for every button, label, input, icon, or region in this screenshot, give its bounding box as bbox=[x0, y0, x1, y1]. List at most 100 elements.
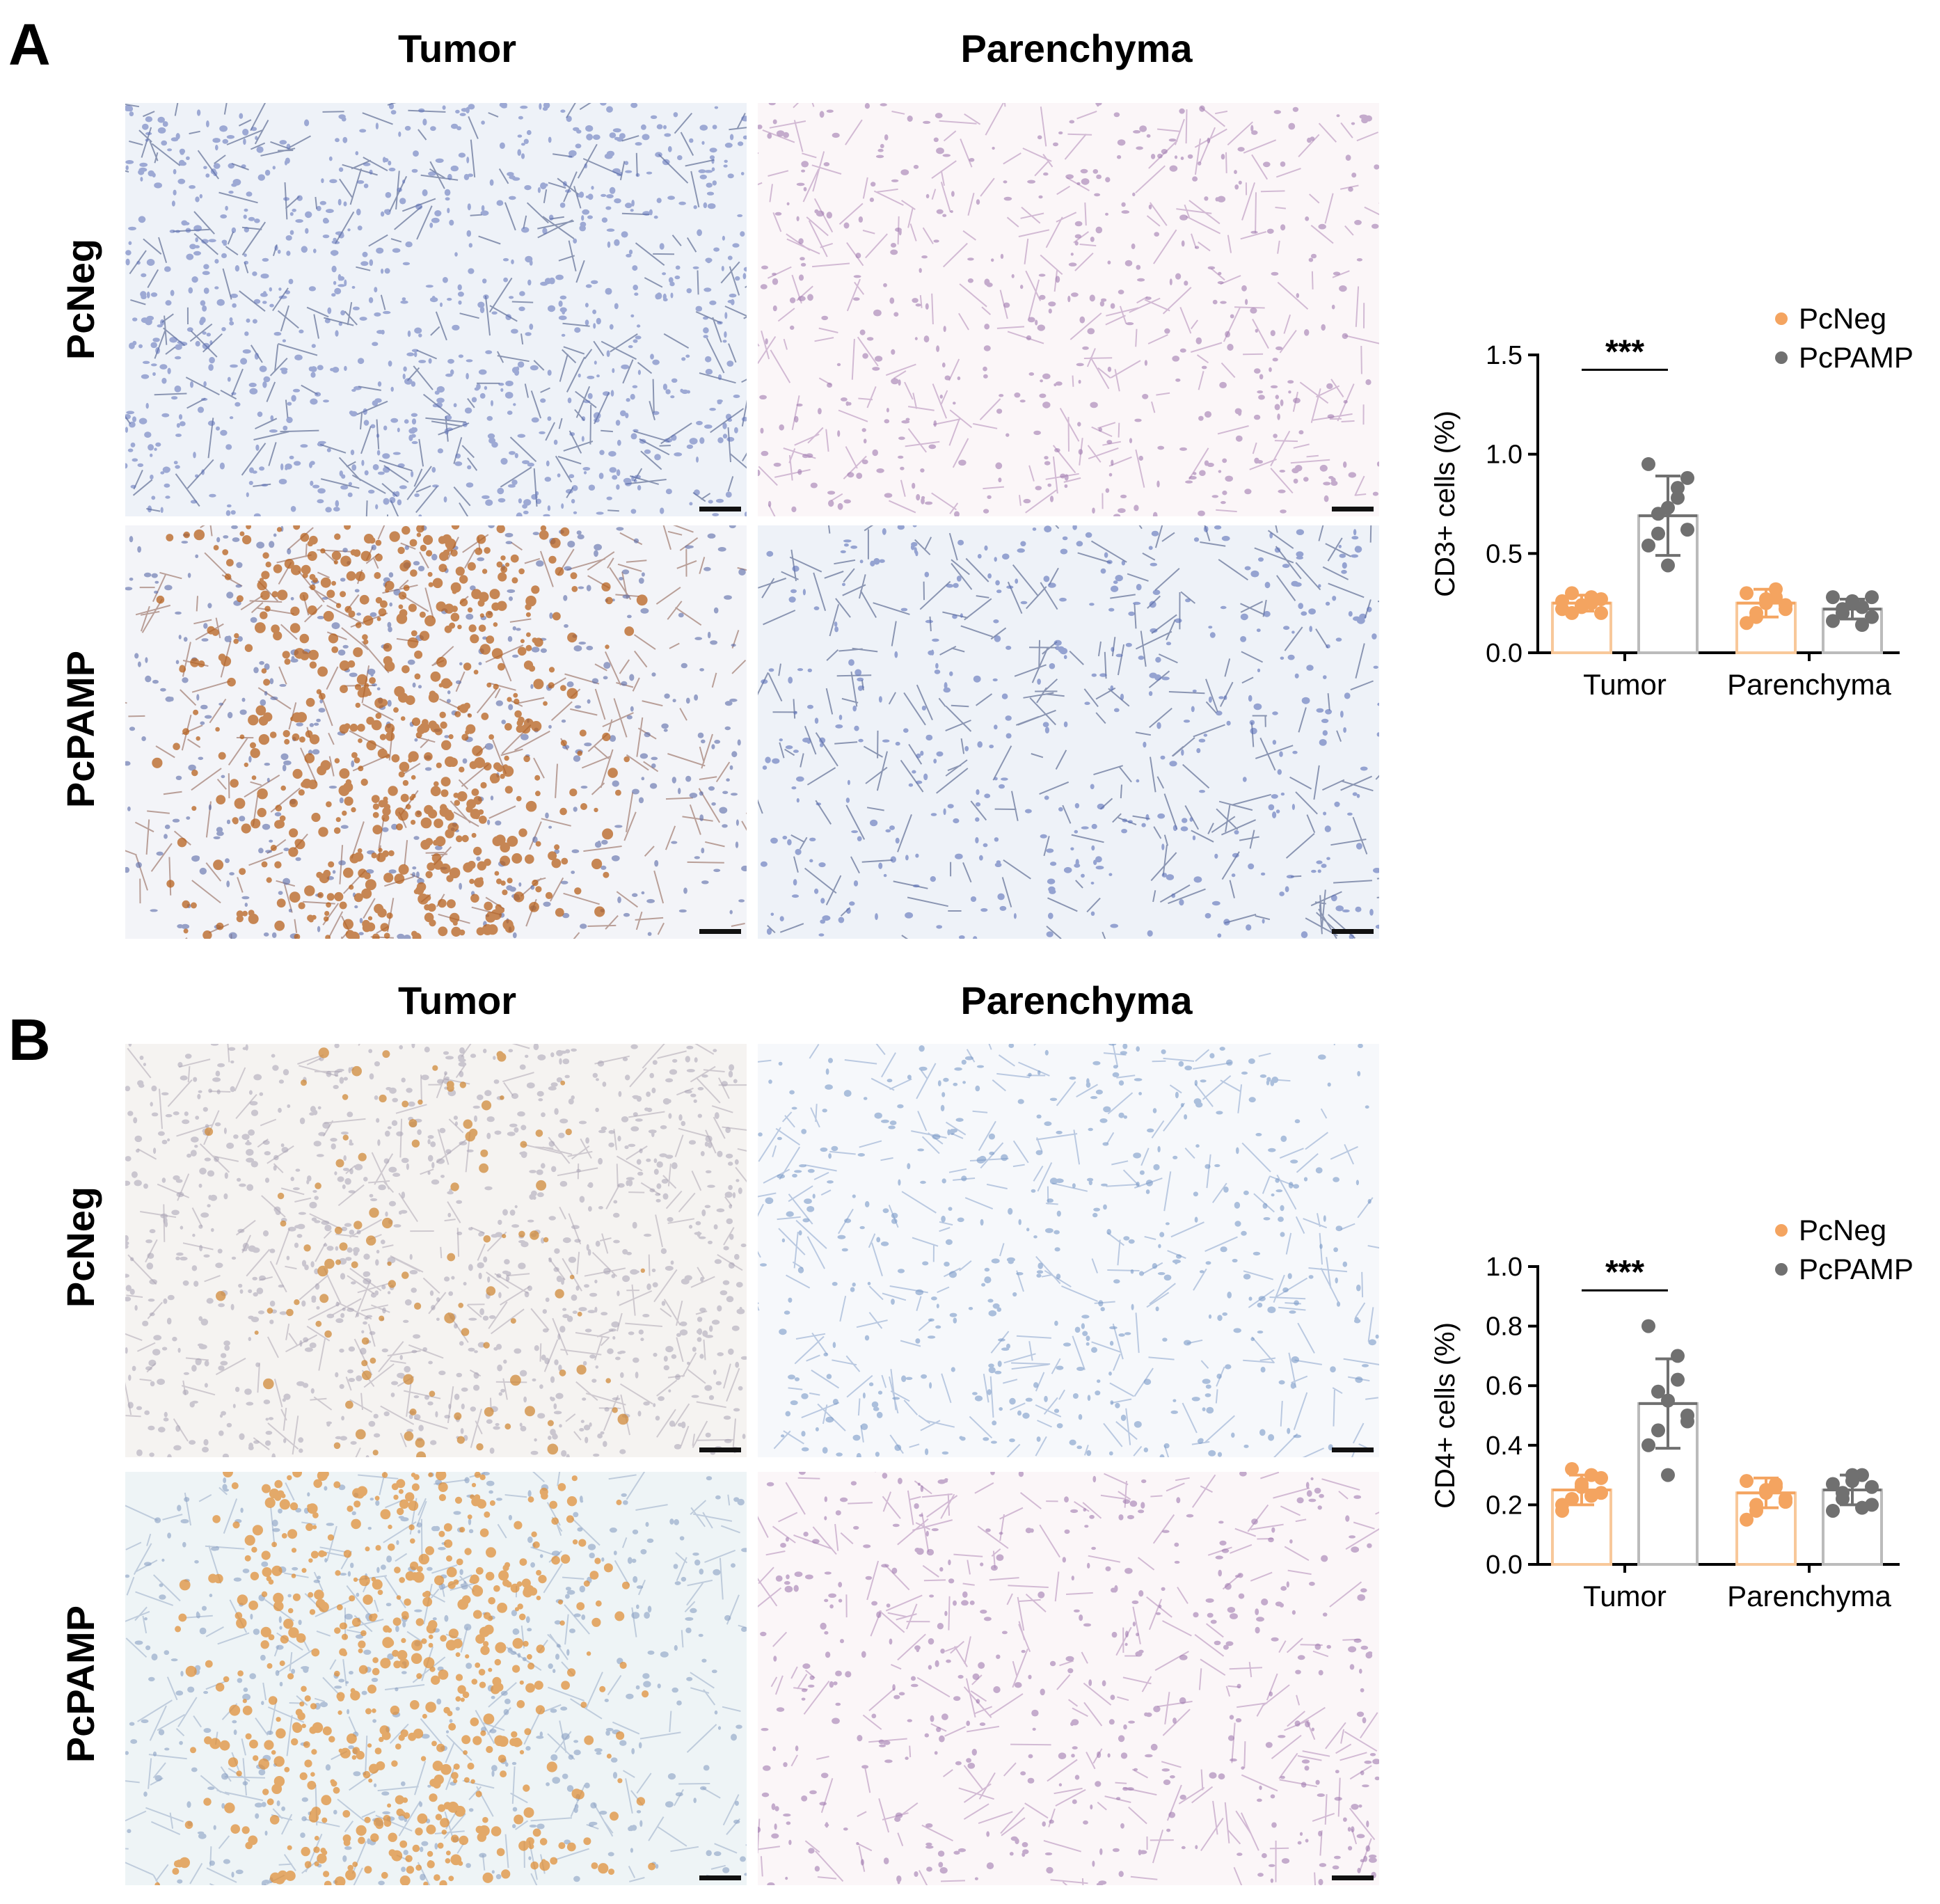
data-point bbox=[1865, 1479, 1879, 1494]
x-tick-label: Parenchyma bbox=[1727, 668, 1891, 701]
y-tick-label: 1.0 bbox=[1486, 1253, 1522, 1282]
data-point bbox=[1594, 1470, 1608, 1485]
B-pcneg-parenchyma-texture bbox=[758, 1044, 1379, 1457]
y-axis-label: CD4+ cells (%) bbox=[1430, 1322, 1461, 1509]
data-point bbox=[1740, 1512, 1754, 1527]
data-point bbox=[1641, 457, 1655, 471]
data-point bbox=[1661, 558, 1675, 573]
micrograph-pcpamp-parenchyma-a bbox=[758, 525, 1379, 939]
data-point bbox=[1555, 594, 1569, 608]
col-header-parenchyma-a: Parenchyma bbox=[960, 26, 1193, 70]
B-pcpamp-tumor-texture bbox=[125, 1472, 747, 1885]
scale-bar bbox=[699, 507, 741, 511]
micrograph-pcpamp-tumor-b bbox=[125, 1472, 747, 1885]
micrograph-pcneg-parenchyma-a bbox=[758, 103, 1379, 516]
scale-bar bbox=[699, 1875, 741, 1880]
y-axis-label: CD3+ cells (%) bbox=[1430, 411, 1461, 597]
data-point bbox=[1651, 1423, 1665, 1438]
data-point bbox=[1845, 1468, 1859, 1482]
legend-label: PcNeg bbox=[1799, 302, 1886, 335]
data-point bbox=[1641, 1438, 1655, 1452]
y-tick-label: 0.5 bbox=[1486, 539, 1522, 569]
data-point bbox=[1855, 1500, 1869, 1515]
y-tick-label: 0.8 bbox=[1486, 1312, 1522, 1342]
B-pcpamp-parenchyma-texture bbox=[758, 1472, 1379, 1885]
data-point bbox=[1855, 618, 1869, 633]
A-pcpamp-parenchyma-texture bbox=[758, 525, 1379, 939]
A-pcneg-parenchyma-texture bbox=[758, 103, 1379, 516]
legend-label: PcNeg bbox=[1799, 1214, 1886, 1246]
A-pcneg-tumor-texture bbox=[125, 103, 747, 516]
legend-marker bbox=[1775, 351, 1788, 364]
scale-bar bbox=[1332, 1875, 1374, 1880]
data-point bbox=[1671, 1372, 1685, 1387]
data-point bbox=[1779, 598, 1792, 612]
data-point bbox=[1749, 610, 1763, 624]
data-point bbox=[1769, 1479, 1783, 1494]
data-point bbox=[1671, 491, 1685, 505]
micrograph-pcneg-parenchyma-b bbox=[758, 1044, 1379, 1457]
scale-bar bbox=[699, 929, 741, 934]
legend-marker bbox=[1775, 312, 1788, 325]
legend-marker bbox=[1775, 1224, 1788, 1237]
data-point bbox=[1575, 1479, 1589, 1494]
legend-label: PcPAMP bbox=[1799, 341, 1914, 374]
y-tick-label: 0.4 bbox=[1486, 1431, 1522, 1461]
cd3-bar-chart: 0.0 0.5 1.0 1.5 CD3+ cells (%) Tumor Parenchym… bbox=[1413, 302, 1934, 724]
data-point bbox=[1671, 1349, 1685, 1363]
data-point bbox=[1565, 1462, 1579, 1477]
scale-bar bbox=[1332, 1447, 1374, 1452]
data-point bbox=[1826, 1503, 1840, 1518]
data-point bbox=[1661, 1468, 1675, 1482]
B-pcneg-tumor-texture bbox=[125, 1044, 747, 1457]
data-point bbox=[1855, 1468, 1869, 1482]
scale-bar bbox=[1332, 929, 1374, 934]
data-point bbox=[1865, 610, 1879, 624]
col-header-tumor-b: Tumor bbox=[397, 978, 517, 1022]
data-point bbox=[1836, 1486, 1850, 1500]
data-point bbox=[1680, 523, 1694, 537]
cd4-bar-chart: 0.0 0.2 0.4 0.6 0.8 1.0 CD4+ cells (%) Tumor Par… bbox=[1413, 1214, 1934, 1635]
data-point bbox=[1661, 1393, 1675, 1408]
data-point bbox=[1779, 1495, 1792, 1509]
significance-label: *** bbox=[1605, 1254, 1644, 1291]
legend-label: PcPAMP bbox=[1799, 1253, 1914, 1285]
x-tick-label: Tumor bbox=[1583, 668, 1667, 701]
A-pcpamp-tumor-texture bbox=[125, 525, 747, 939]
data-point bbox=[1845, 596, 1859, 610]
data-point bbox=[1826, 1477, 1840, 1491]
data-point bbox=[1680, 470, 1694, 485]
data-point bbox=[1584, 1489, 1598, 1503]
y-tick-label: 0.0 bbox=[1486, 639, 1522, 668]
y-tick-label: 1.5 bbox=[1486, 341, 1522, 370]
row-header-pcneg-a: PcNeg bbox=[58, 238, 102, 360]
micrograph-pcneg-tumor-a bbox=[125, 103, 747, 516]
data-point bbox=[1651, 1384, 1665, 1399]
legend-marker bbox=[1775, 1263, 1788, 1276]
data-point bbox=[1671, 481, 1685, 495]
x-tick-label: Parenchyma bbox=[1727, 1580, 1891, 1612]
row-header-pcneg-b: PcNeg bbox=[58, 1186, 102, 1308]
row-header-pcpamp-b: PcPAMP bbox=[58, 1605, 102, 1763]
micrograph-pcpamp-parenchyma-b bbox=[758, 1472, 1379, 1885]
data-point bbox=[1769, 582, 1783, 596]
col-header-parenchyma-b: Parenchyma bbox=[960, 978, 1193, 1022]
data-point bbox=[1740, 1474, 1754, 1489]
data-point bbox=[1865, 590, 1879, 605]
significance-label: *** bbox=[1605, 333, 1644, 370]
scale-bar bbox=[1332, 507, 1374, 511]
data-point bbox=[1641, 538, 1655, 553]
data-point bbox=[1641, 1319, 1655, 1333]
data-point bbox=[1826, 614, 1840, 628]
row-header-pcpamp-a: PcPAMP bbox=[58, 650, 102, 809]
data-point bbox=[1555, 1498, 1569, 1512]
y-tick-label: 0.0 bbox=[1486, 1550, 1522, 1580]
data-point bbox=[1594, 605, 1608, 620]
data-point bbox=[1826, 590, 1840, 605]
data-point bbox=[1749, 1503, 1763, 1518]
scale-bar bbox=[699, 1447, 741, 1452]
data-point bbox=[1740, 586, 1754, 601]
data-point bbox=[1680, 1409, 1694, 1422]
panel-label-b: B bbox=[8, 1007, 51, 1072]
col-header-tumor-a: Tumor bbox=[397, 26, 517, 70]
